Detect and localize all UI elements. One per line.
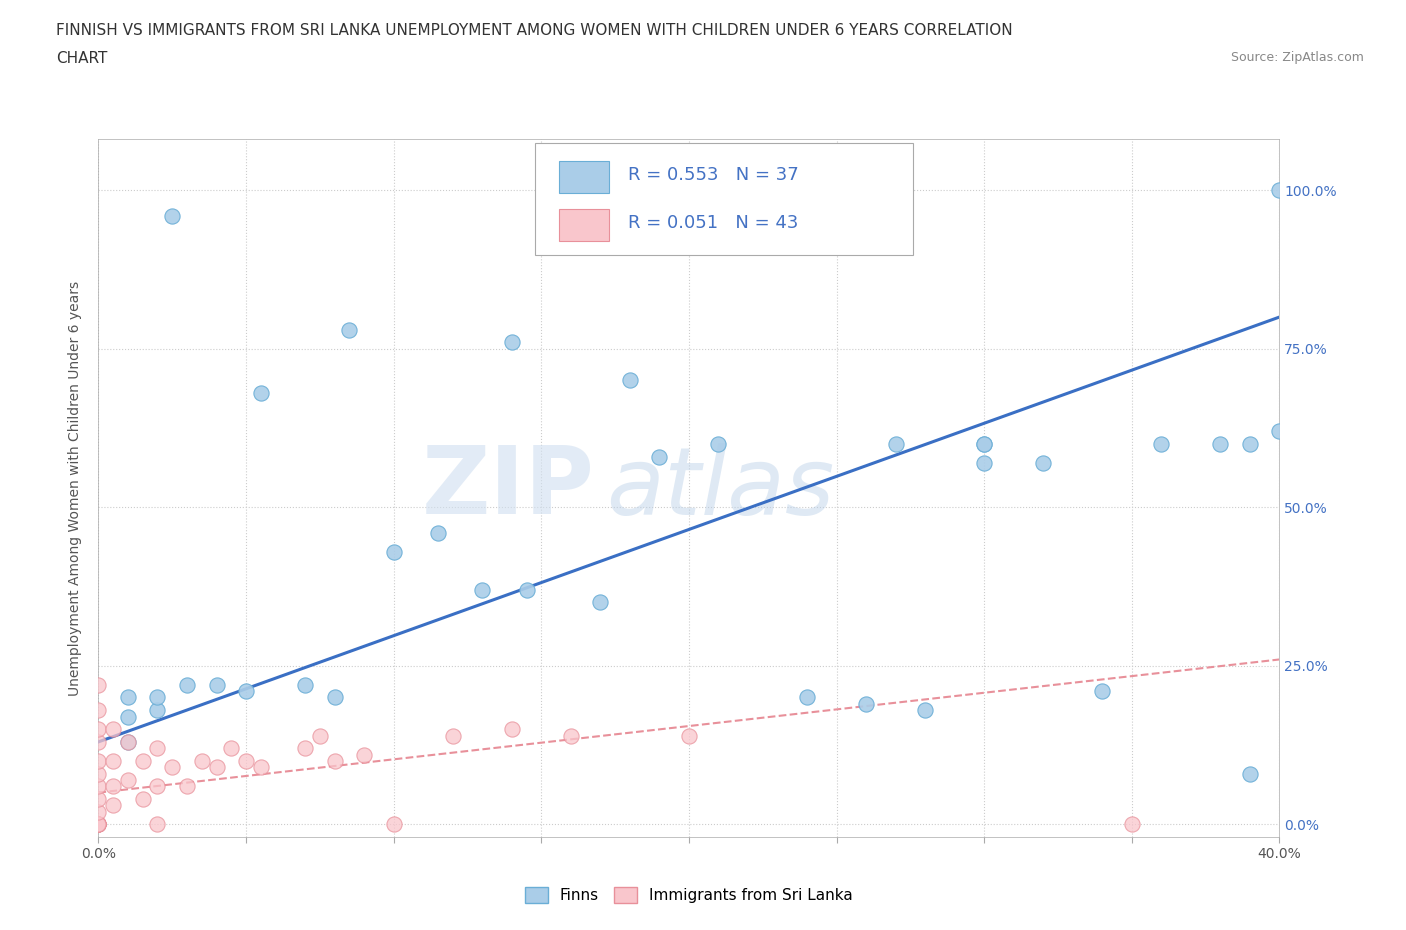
Point [103,798,125,813]
Point [235,753,257,768]
Point [191,753,214,768]
Point [1239,436,1261,451]
Point [294,741,316,756]
Point [146,703,169,718]
Point [205,677,228,692]
Point [146,741,169,756]
Point [87,804,110,819]
Text: CHART: CHART [56,51,108,66]
Point [146,778,169,793]
Point [1239,766,1261,781]
Point [87,753,110,768]
Point [117,735,139,750]
Point [309,728,332,743]
Legend: Finns, Immigrants from Sri Lanka: Finns, Immigrants from Sri Lanka [519,882,859,910]
Point [162,760,183,775]
FancyBboxPatch shape [560,161,609,193]
Point [973,456,995,471]
Point [146,690,169,705]
Point [323,753,346,768]
Point [441,728,464,743]
Point [619,373,641,388]
Point [219,741,242,756]
Y-axis label: Unemployment Among Women with Children Under 6 years: Unemployment Among Women with Children U… [69,281,83,696]
Point [103,753,125,768]
Point [176,677,198,692]
Point [117,690,139,705]
Point [648,449,671,464]
Text: Source: ZipAtlas.com: Source: ZipAtlas.com [1230,51,1364,64]
Point [884,436,907,451]
Point [117,773,139,788]
Point [501,722,523,737]
Point [87,722,110,737]
Point [515,582,537,597]
Text: ZIP: ZIP [422,443,595,534]
Point [294,677,316,692]
Point [87,817,110,831]
Point [87,778,110,793]
Point [353,747,375,762]
Point [796,690,818,705]
Point [1150,436,1173,451]
Point [87,817,110,831]
Point [87,791,110,806]
Point [132,791,155,806]
Text: R = 0.553   N = 37: R = 0.553 N = 37 [627,166,799,184]
Point [87,735,110,750]
Point [973,436,995,451]
Point [1032,456,1054,471]
Text: R = 0.051   N = 43: R = 0.051 N = 43 [627,214,797,232]
Point [87,703,110,718]
Point [560,728,582,743]
Text: atlas: atlas [606,443,835,534]
Point [87,817,110,831]
Point [117,735,139,750]
Point [146,817,169,831]
Point [87,817,110,831]
Point [382,544,405,559]
Point [205,760,228,775]
Point [235,684,257,698]
Point [87,817,110,831]
Point [1268,424,1291,439]
Point [589,595,612,610]
Point [162,208,183,223]
Point [132,753,155,768]
Point [323,690,346,705]
Point [707,436,730,451]
Point [87,766,110,781]
Point [87,817,110,831]
Point [471,582,494,597]
Point [87,677,110,692]
Point [1209,436,1232,451]
Point [382,817,405,831]
Point [855,697,877,711]
Point [250,760,273,775]
Text: FINNISH VS IMMIGRANTS FROM SRI LANKA UNEMPLOYMENT AMONG WOMEN WITH CHILDREN UNDE: FINNISH VS IMMIGRANTS FROM SRI LANKA UNE… [56,23,1012,38]
Point [103,778,125,793]
Point [176,778,198,793]
Point [339,323,360,338]
FancyBboxPatch shape [536,143,914,255]
Point [103,722,125,737]
Point [501,335,523,350]
Point [973,436,995,451]
Point [914,703,936,718]
Point [1091,684,1114,698]
Point [1268,183,1291,198]
Point [1121,817,1143,831]
Point [427,525,450,540]
Point [678,728,700,743]
FancyBboxPatch shape [560,208,609,241]
Point [250,386,273,401]
Point [117,709,139,724]
